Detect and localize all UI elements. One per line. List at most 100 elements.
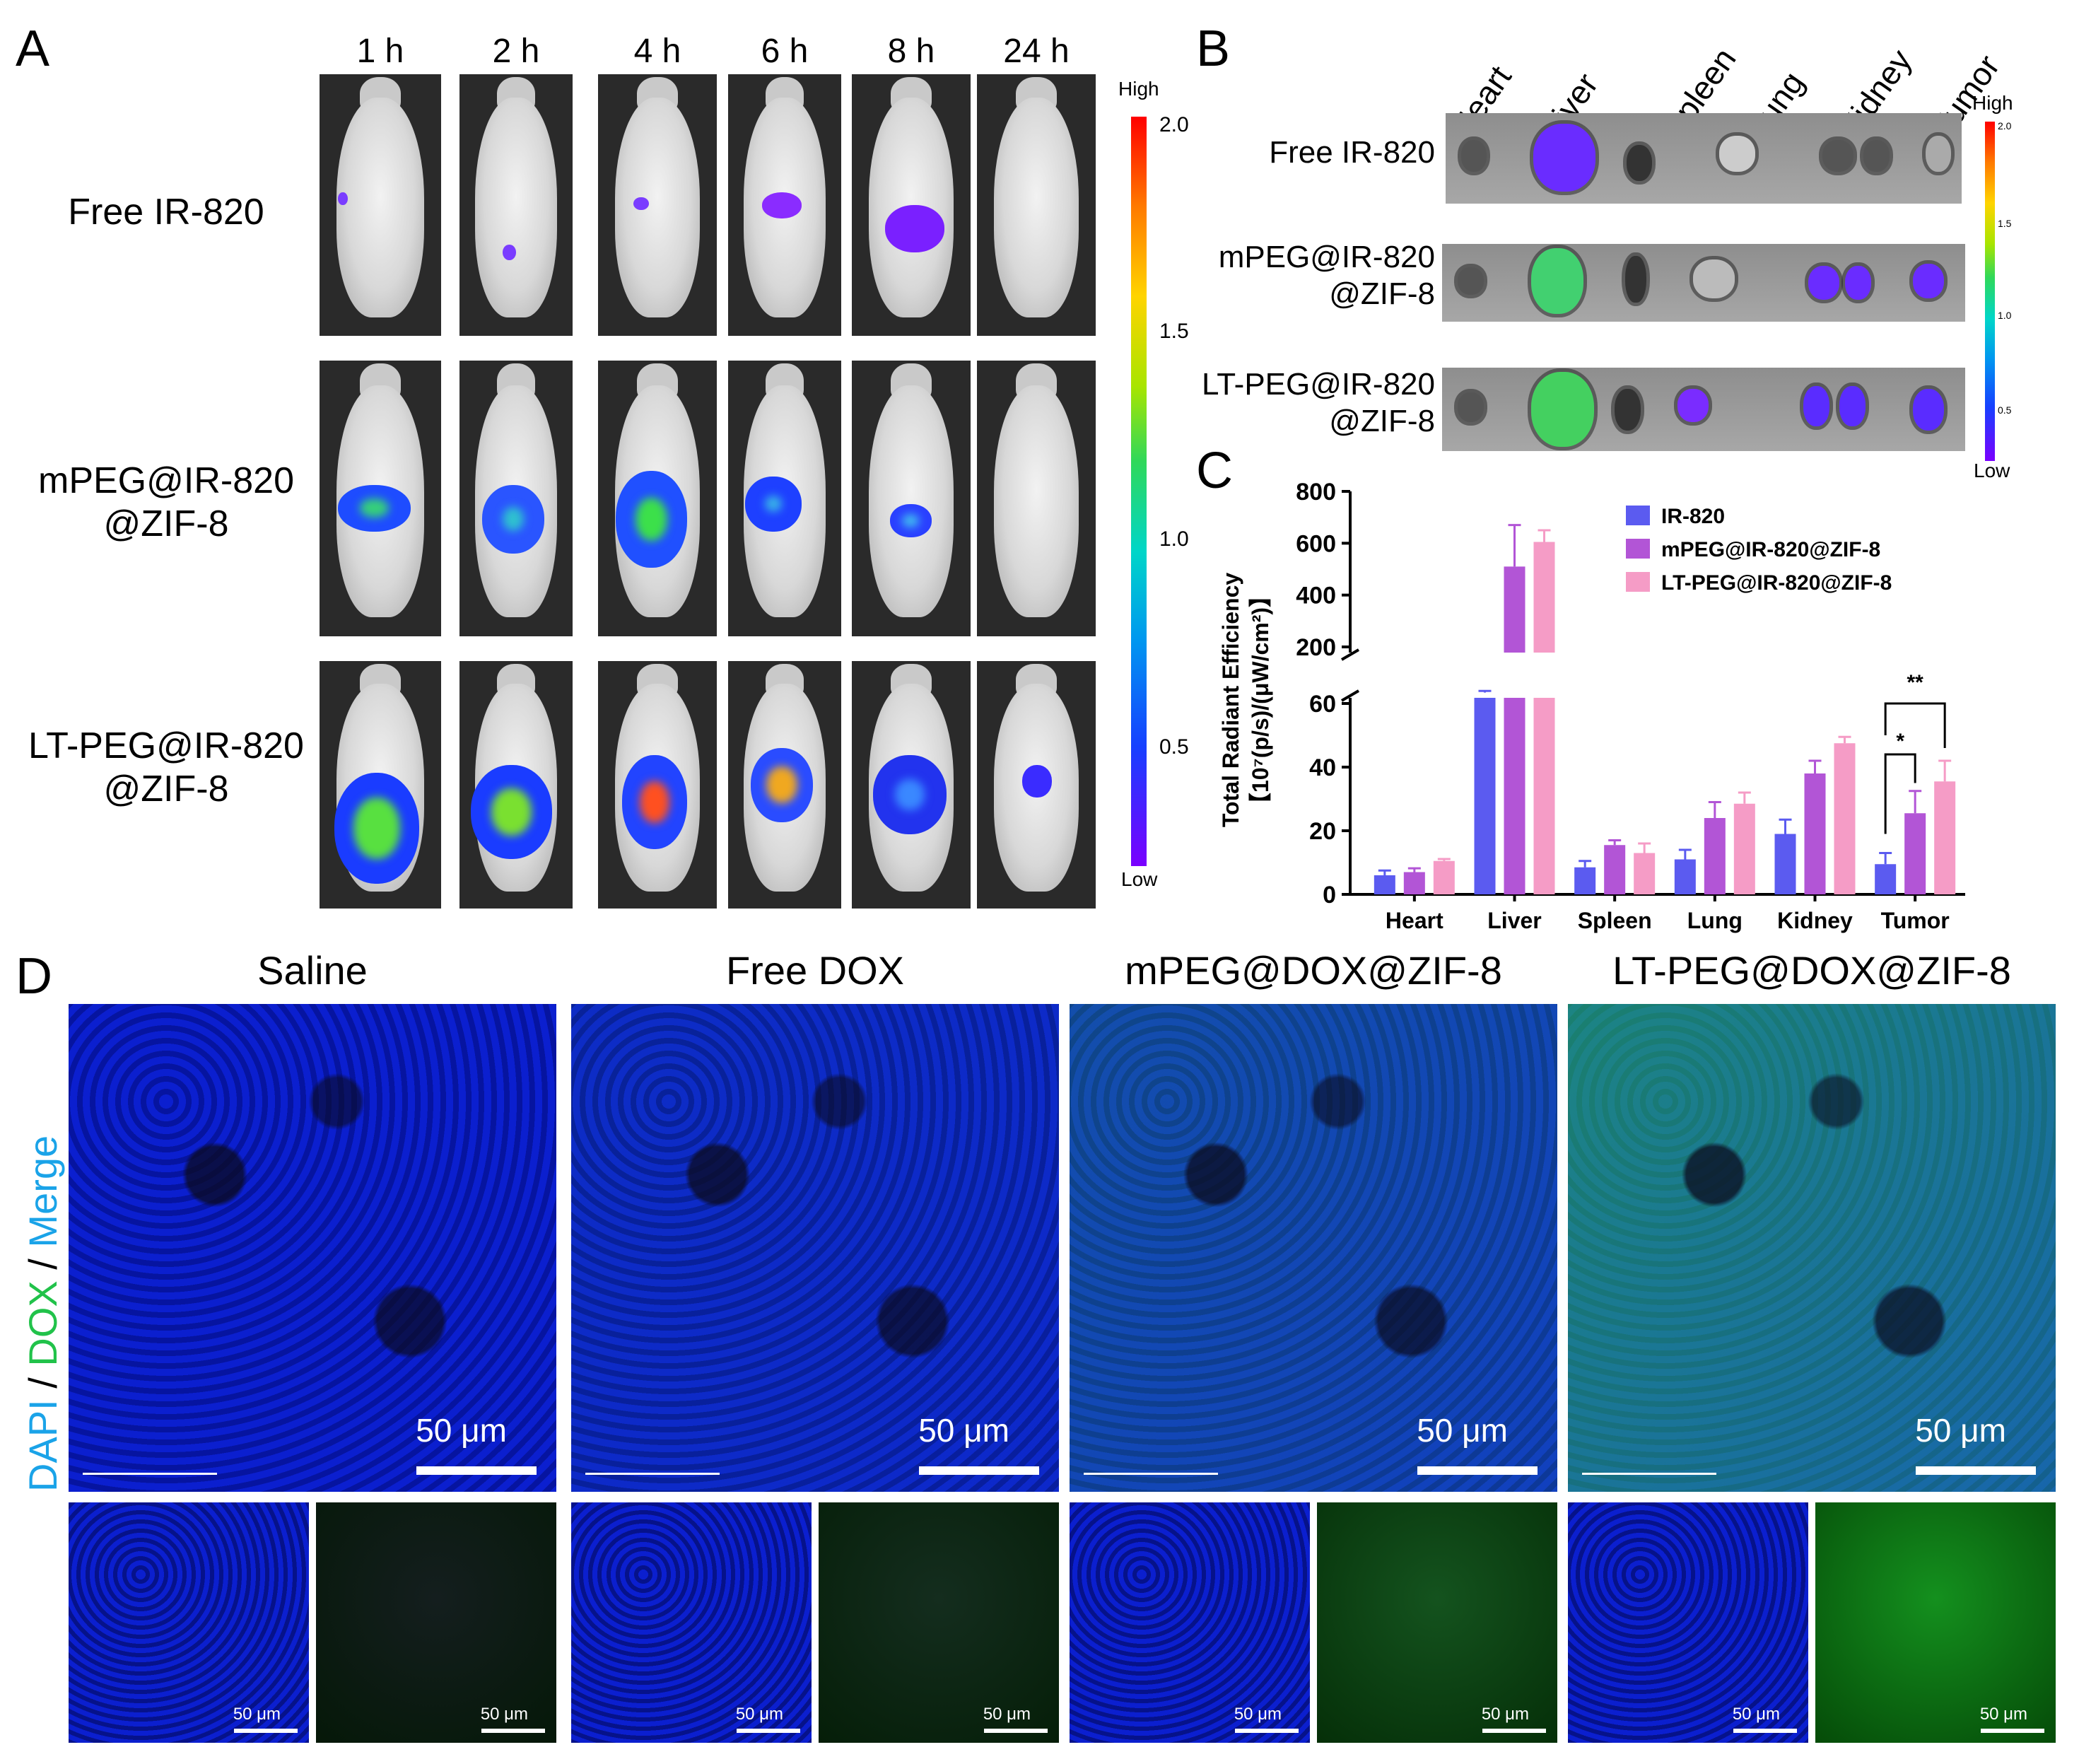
x-tick-label: Kidney <box>1777 908 1853 933</box>
dapi-channel-image: 50 μm <box>1568 1502 1808 1743</box>
organ <box>1913 388 1945 431</box>
panel-a-letter: A <box>16 21 50 77</box>
y-axis-label-line2: 【10⁷(p/s)/(μW/cm²)】 <box>1248 585 1273 815</box>
mouse-image <box>598 661 717 909</box>
bar <box>1374 875 1395 894</box>
scale-bar <box>234 1729 298 1733</box>
scale-bar-label: 50 μm <box>735 1705 783 1724</box>
scale-bar <box>1482 1729 1546 1733</box>
dapi-channel-image: 50 μm <box>1070 1502 1310 1743</box>
y-tick-label: 600 <box>1296 530 1336 557</box>
scale-bar-label: 50 μm <box>233 1705 281 1724</box>
dox-label: DOX <box>21 1280 65 1367</box>
dapi-channel-image: 50 μm <box>571 1502 812 1743</box>
bar-lower <box>1533 698 1555 894</box>
fluorescence-signal <box>885 205 945 252</box>
organ <box>1913 263 1945 298</box>
bar-lower <box>1504 698 1525 894</box>
fluorescence-signal <box>889 503 932 537</box>
organ <box>1677 388 1709 422</box>
mouse-image <box>320 661 441 909</box>
bar <box>1574 867 1596 894</box>
bar-lower <box>1474 698 1496 894</box>
y-tick-label: 60 <box>1309 691 1336 718</box>
mouse-image <box>598 74 717 336</box>
scale-bar-label: 50 μm <box>1234 1705 1282 1724</box>
mouse-body <box>614 98 701 318</box>
significance-bracket <box>1884 753 1916 834</box>
fluorescence-signal <box>762 192 802 218</box>
fluorescence-hotspot <box>491 788 532 836</box>
organ <box>1460 140 1487 173</box>
scale-bar-label: 50 μm <box>1732 1705 1780 1724</box>
legend-swatch <box>1626 572 1650 592</box>
x-tick-label: Heart <box>1386 908 1443 933</box>
row-label: mPEG@IR-820 @ZIF-8 <box>14 460 318 547</box>
organ <box>1693 259 1735 298</box>
organ <box>1925 136 1952 173</box>
scale-bar <box>1733 1729 1797 1733</box>
dapi-channel-image: 50 μm <box>69 1502 309 1743</box>
merge-label: Merge <box>21 1135 65 1248</box>
mouse-body <box>993 98 1079 318</box>
row-label-line2: @ZIF-8 <box>103 769 229 810</box>
scale-bar-label: 50 μm <box>480 1705 528 1724</box>
panel-b-colorbar-low: Low <box>1974 460 2010 481</box>
dox-channel-image: 50 μm <box>819 1502 1059 1743</box>
y-tick-label: 20 <box>1309 818 1336 845</box>
fluorescence-hotspot <box>766 766 797 804</box>
fluorescence-hotspot <box>635 497 668 541</box>
significance-bracket <box>1884 702 1946 748</box>
organ <box>1718 136 1755 173</box>
scale-bar <box>984 1729 1048 1733</box>
scale-bar-label: 50 μm <box>983 1705 1031 1724</box>
fluorescence-hotspot <box>640 781 669 824</box>
bar <box>1934 781 1956 894</box>
organ-image-strip <box>1446 113 1962 204</box>
mouse-image <box>977 361 1096 636</box>
row-label: Free IR-820 <box>14 191 318 234</box>
bar <box>1433 860 1455 894</box>
bar <box>1674 859 1696 894</box>
embedded-scale-ruler <box>83 1473 217 1475</box>
organ <box>1615 388 1641 431</box>
y-tick-label: 800 <box>1296 479 1336 506</box>
mouse-image <box>459 661 573 909</box>
panel-a-colorbar-tick: 1.0 <box>1159 527 1189 551</box>
scale-bar-label: 50 μm <box>1915 1412 2006 1449</box>
scale-bar-label: 50 μm <box>1481 1705 1529 1724</box>
fluorescence-hotspot <box>359 498 390 518</box>
organ <box>1458 267 1484 295</box>
significance-label: * <box>1896 730 1904 753</box>
y-tick-label: 400 <box>1296 583 1336 609</box>
scale-bar-label: 50 μm <box>416 1412 507 1449</box>
scale-bar <box>1981 1729 2044 1733</box>
mouse-image <box>852 74 971 336</box>
organ <box>1822 140 1853 173</box>
fluorescence-hotspot <box>895 778 925 811</box>
dox-channel-image: 50 μm <box>1317 1502 1557 1743</box>
group-title: LT-PEG@DOX@ZIF-8 <box>1612 948 2011 993</box>
bar <box>1774 834 1796 894</box>
row-label-line1: mPEG@IR-820 <box>1218 240 1435 274</box>
row-label: LT-PEG@IR-820 @ZIF-8 <box>1195 366 1435 440</box>
mouse-image <box>977 661 1096 909</box>
y-tick-label: 40 <box>1309 754 1336 781</box>
organ <box>1863 140 1890 173</box>
bar <box>1875 864 1897 894</box>
scale-bar <box>1417 1466 1538 1475</box>
scale-bar <box>481 1729 545 1733</box>
bar <box>1733 803 1755 894</box>
scale-bar-label: 50 μm <box>1417 1412 1508 1449</box>
organ <box>1530 371 1594 448</box>
legend-label: mPEG@IR-820@ZIF-8 <box>1661 538 1880 561</box>
fluorescence-signal <box>616 471 687 568</box>
row-label-line1: LT-PEG@IR-820 <box>1202 367 1435 402</box>
timepoint-label: 4 h <box>633 33 681 70</box>
row-label-line1: LT-PEG@IR-820 <box>28 725 304 766</box>
mouse-body <box>868 385 954 617</box>
panel-b-colorbar-tick: 2.0 <box>1998 120 2012 132</box>
panel-d-letter: D <box>16 948 52 1005</box>
merge-image: 50 μm <box>1568 1004 2056 1492</box>
group-title: Free DOX <box>725 948 905 993</box>
